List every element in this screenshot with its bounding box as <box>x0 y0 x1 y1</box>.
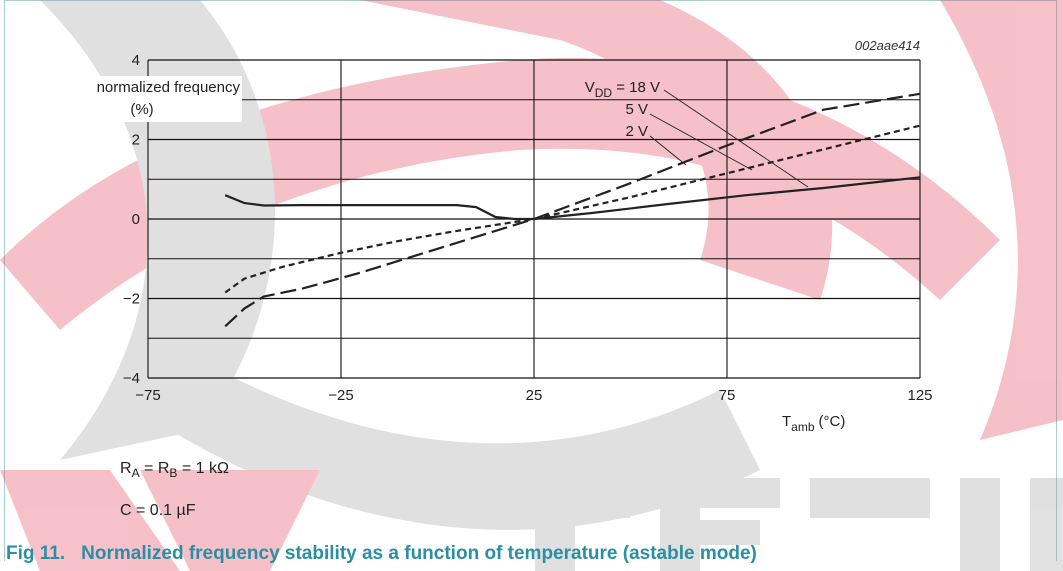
series-label-leader <box>649 135 687 166</box>
series-label-leader <box>663 89 809 188</box>
resistor-note: RA = RB = 1 kΩ <box>120 460 229 481</box>
figure-number: Fig 11. <box>6 543 66 564</box>
series-label-leader <box>649 113 753 171</box>
x-tick-label: −75 <box>135 387 160 404</box>
capacitor-note: C = 0.1 µF <box>120 502 196 519</box>
y-tick-label: 2 <box>132 132 140 149</box>
y-axis-ticks: 4 2 0 −2 −4 <box>123 52 140 387</box>
y-tick-label: 4 <box>132 52 140 69</box>
series-label-2: 5 V <box>625 101 648 118</box>
series-line-2 <box>224 124 921 294</box>
series-label-leaders <box>649 89 809 188</box>
x-tick-label: 25 <box>526 387 543 404</box>
figure-title: Normalized frequency stability as a func… <box>81 543 757 564</box>
series-group <box>224 92 921 328</box>
x-tick-label: 125 <box>907 387 932 404</box>
x-tick-label: 75 <box>719 387 736 404</box>
y-tick-label: −4 <box>123 370 140 387</box>
series-line-1 <box>224 176 921 221</box>
y-axis-label-background <box>52 76 242 122</box>
figure-code: 002aae414 <box>855 38 920 53</box>
y-tick-label: 0 <box>132 211 140 228</box>
series-line-3 <box>224 92 921 328</box>
x-axis-label: Tamb (°C) <box>782 413 845 434</box>
x-tick-label: −25 <box>328 387 353 404</box>
x-axis-ticks: −75 −25 25 75 125 <box>135 387 932 404</box>
y-axis-label-line1: normalized frequency <box>97 79 241 96</box>
y-tick-label: −2 <box>123 291 140 308</box>
figure-frame <box>4 0 1057 561</box>
series-label-3: 2 V <box>625 123 648 140</box>
series-labels: VDD = 18 V5 V 2 V <box>585 79 660 140</box>
y-axis-label-line2: (%) <box>130 101 153 118</box>
figure-caption: Fig 11. Normalized frequency stability as… <box>6 543 757 565</box>
series-label-1: VDD = 18 V <box>585 79 660 100</box>
